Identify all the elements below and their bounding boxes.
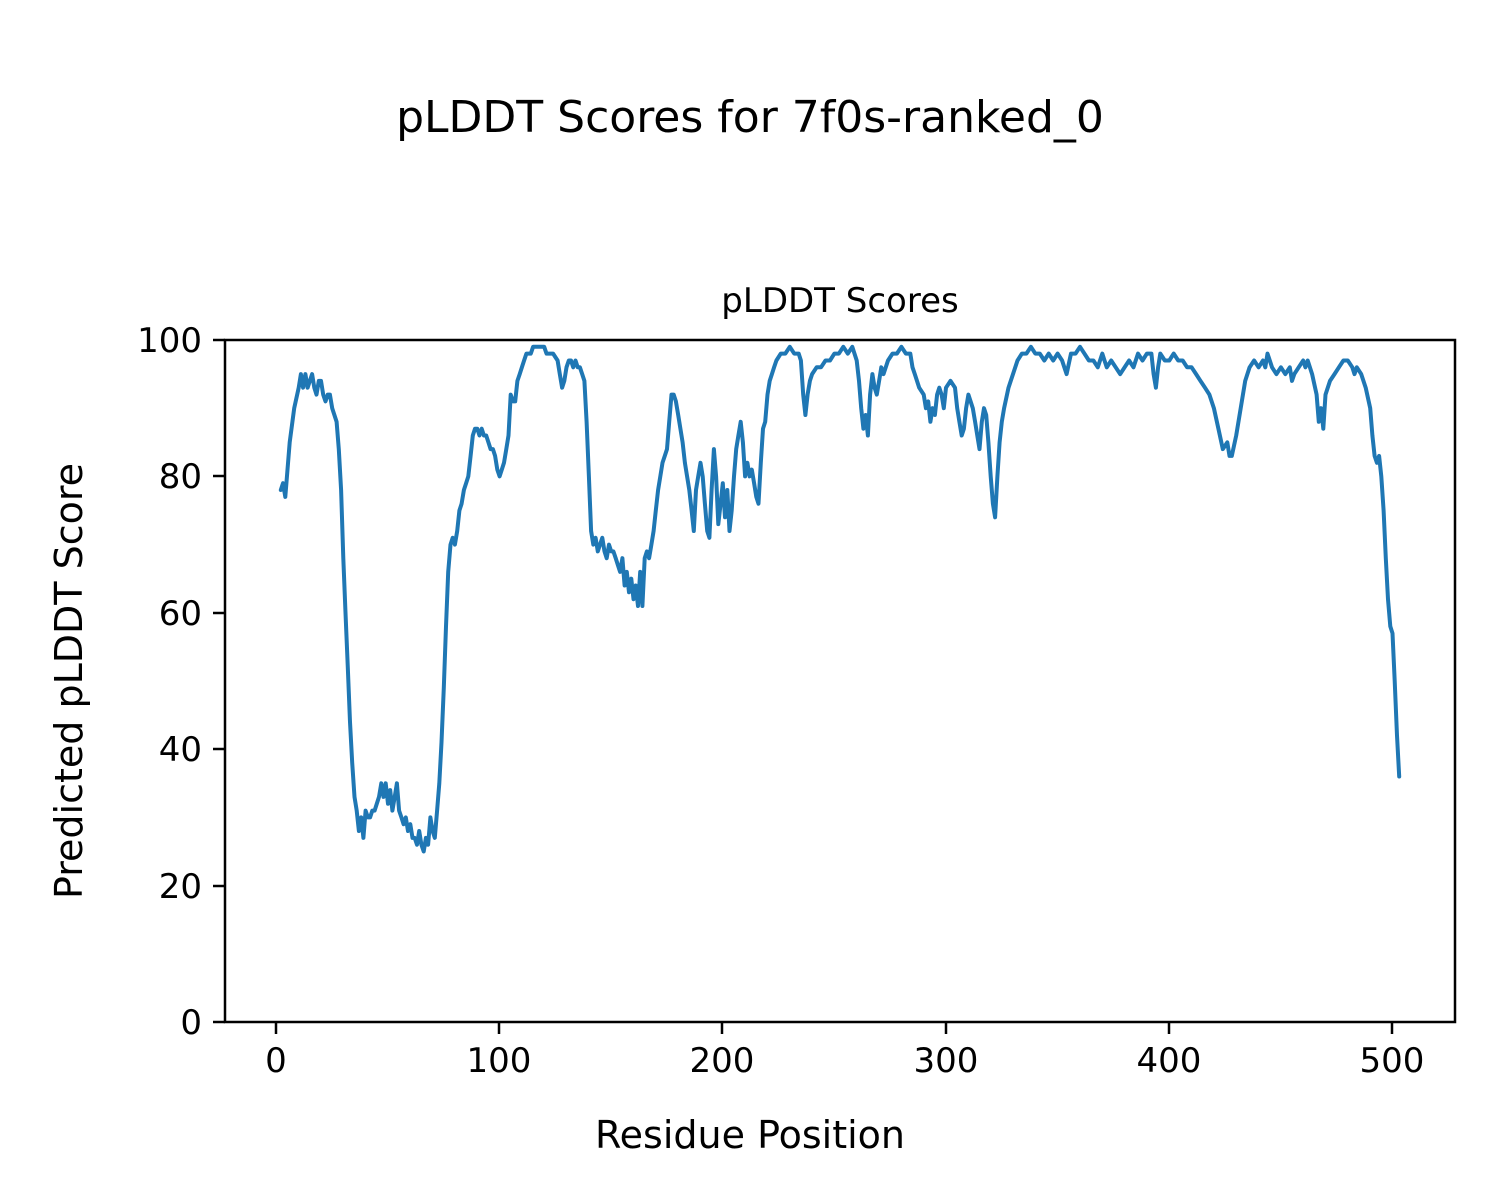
- y-tick-marks: [213, 338, 225, 1024]
- x-tick-label: 200: [690, 1041, 755, 1081]
- x-tick-label: 0: [265, 1041, 287, 1081]
- y-tick-labels: 0 20 40 60 80 100: [137, 321, 202, 1043]
- y-tick-label: 40: [159, 730, 202, 770]
- axes-title: pLDDT Scores: [721, 281, 958, 321]
- plot-frame: [223, 338, 1457, 1024]
- figure-title: pLDDT Scores for 7f0s-ranked_0: [396, 92, 1104, 143]
- x-tick-label: 500: [1360, 1041, 1425, 1081]
- x-tick-marks: [274, 1022, 1394, 1034]
- y-axis-label: Predicted pLDDT Score: [47, 463, 91, 899]
- x-tick-labels: 0 100 200 300 400 500: [265, 1041, 1424, 1081]
- y-tick-label: 80: [159, 457, 202, 497]
- y-tick-label: 100: [137, 321, 202, 361]
- x-tick-label: 300: [914, 1041, 979, 1081]
- y-tick-label: 20: [159, 867, 202, 907]
- plddt-line: [278, 344, 1402, 854]
- y-tick-label: 0: [180, 1003, 202, 1043]
- x-axis-label: Residue Position: [595, 1113, 905, 1157]
- x-tick-label: 400: [1137, 1041, 1202, 1081]
- x-tick-label: 100: [467, 1041, 532, 1081]
- y-tick-label: 60: [159, 594, 202, 634]
